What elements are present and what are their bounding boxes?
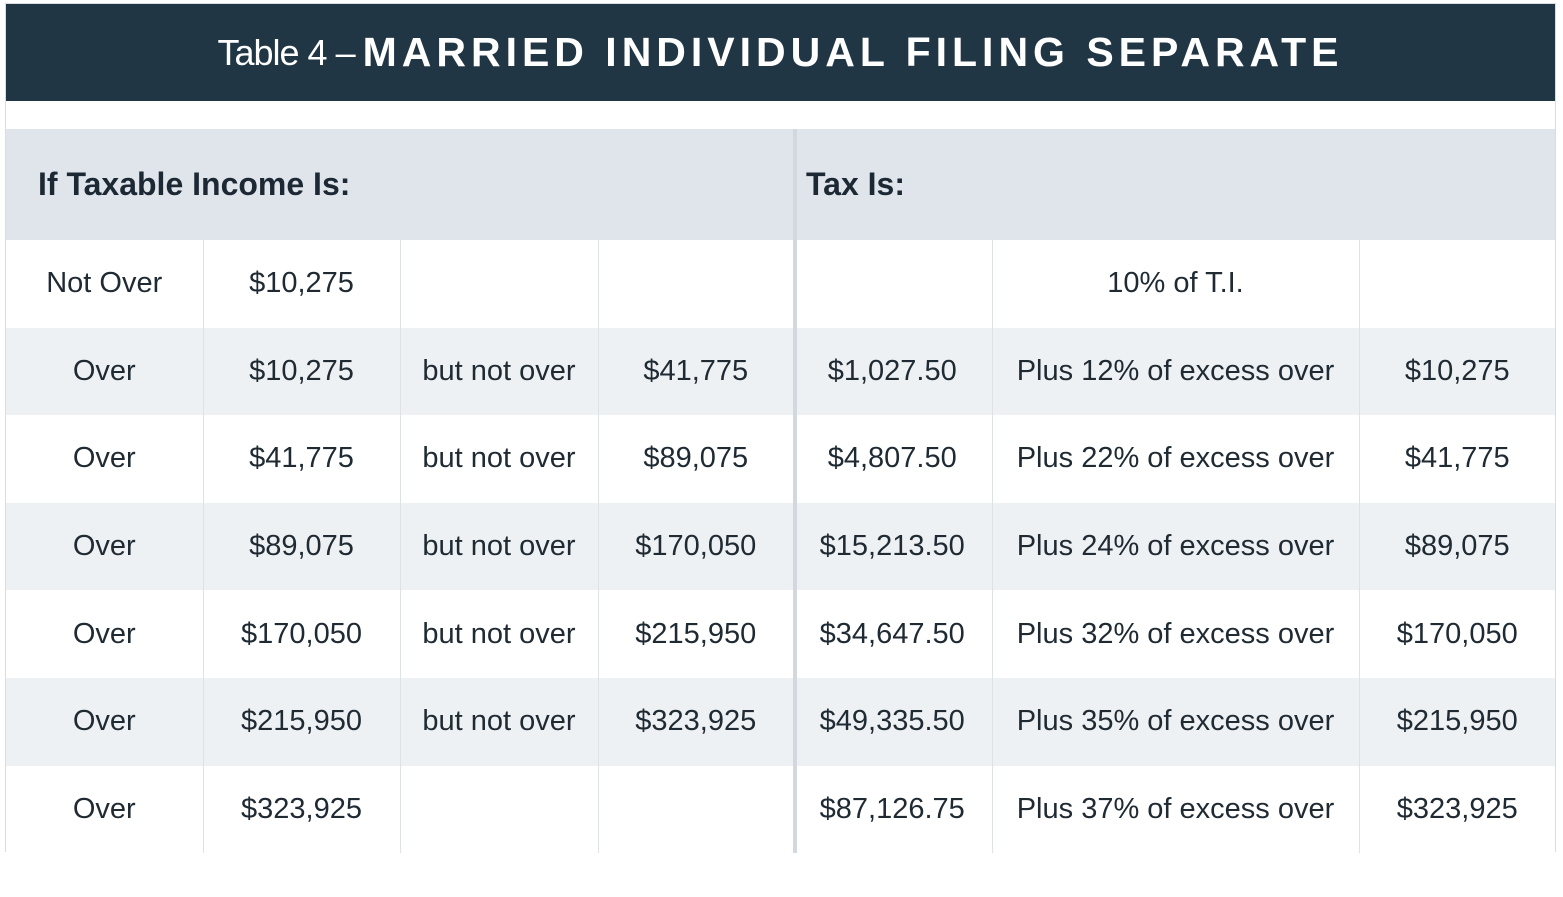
rate-cell: Plus 22% of excess over xyxy=(991,415,1359,503)
excess-over-cell: $170,050 xyxy=(1358,590,1555,678)
table-row: Over $10,275 but not over $41,775 $1,027… xyxy=(6,327,1555,416)
table-row: Over $170,050 but not over $215,950 $34,… xyxy=(6,590,1555,678)
rate-cell: 10% of T.I. xyxy=(991,240,1359,328)
base-tax-cell: $1,027.50 xyxy=(793,327,992,416)
base-tax-cell: $34,647.50 xyxy=(793,590,992,678)
excess-over-cell: $215,950 xyxy=(1358,677,1555,766)
income-upper-cell: $323,925 xyxy=(597,677,793,766)
column-header-band: If Taxable Income Is: Tax Is: xyxy=(6,129,1555,240)
rate-cell: Plus 32% of excess over xyxy=(991,590,1359,678)
table-row: Not Over $10,275 10% of T.I. xyxy=(6,240,1555,328)
base-tax-cell: $4,807.50 xyxy=(793,415,992,503)
income-lower-cell: $323,925 xyxy=(202,765,400,854)
excess-over-cell: $89,075 xyxy=(1358,502,1555,591)
connector-cell: but not over xyxy=(399,677,598,766)
income-lower-cell: $170,050 xyxy=(202,590,400,678)
condition-cell: Over xyxy=(6,415,203,503)
condition-cell: Over xyxy=(6,590,203,678)
income-lower-cell: $10,275 xyxy=(202,240,400,328)
table-row: Over $215,950 but not over $323,925 $49,… xyxy=(6,677,1555,766)
tax-table-card: Table 4 – MARRIED INDIVIDUAL FILING SEPA… xyxy=(5,3,1556,854)
tax-header: Tax Is: xyxy=(806,166,905,202)
base-tax-cell: $87,126.75 xyxy=(793,765,992,854)
base-tax-cell: $49,335.50 xyxy=(793,677,992,766)
condition-cell: Over xyxy=(6,502,203,591)
connector-cell: but not over xyxy=(399,415,598,503)
income-upper-cell: $89,075 xyxy=(597,415,793,503)
table-title: MARRIED INDIVIDUAL FILING SEPARATE xyxy=(362,29,1344,75)
rate-cell: Plus 35% of excess over xyxy=(991,677,1359,766)
income-upper-cell xyxy=(597,765,793,854)
excess-over-cell: $323,925 xyxy=(1358,765,1555,854)
connector-cell: but not over xyxy=(399,590,598,678)
excess-over-cell: $41,775 xyxy=(1358,415,1555,503)
income-lower-cell: $10,275 xyxy=(202,327,400,416)
income-lower-cell: $41,775 xyxy=(202,415,400,503)
connector-cell: but not over xyxy=(399,502,598,591)
condition-cell: Over xyxy=(6,765,203,854)
table-number: Table 4 – xyxy=(217,31,355,73)
excess-over-cell: $10,275 xyxy=(1358,327,1555,416)
condition-cell: Over xyxy=(6,327,203,416)
excess-over-cell xyxy=(1358,240,1555,328)
table-row: Over $89,075 but not over $170,050 $15,2… xyxy=(6,502,1555,591)
rate-cell: Plus 12% of excess over xyxy=(991,327,1359,416)
base-tax-cell: $15,213.50 xyxy=(793,502,992,591)
connector-cell xyxy=(399,240,598,328)
rate-cell: Plus 24% of excess over xyxy=(991,502,1359,591)
income-upper-cell xyxy=(597,240,793,328)
title-bar: Table 4 – MARRIED INDIVIDUAL FILING SEPA… xyxy=(6,4,1555,101)
income-upper-cell: $170,050 xyxy=(597,502,793,591)
income-lower-cell: $215,950 xyxy=(202,677,400,766)
connector-cell xyxy=(399,765,598,854)
connector-cell: but not over xyxy=(399,327,598,416)
rate-cell: Plus 37% of excess over xyxy=(991,765,1359,854)
section-divider xyxy=(793,129,797,853)
brackets-table: Not Over $10,275 10% of T.I. Over $10,27… xyxy=(6,240,1555,854)
income-lower-cell: $89,075 xyxy=(202,502,400,591)
condition-cell: Not Over xyxy=(6,240,203,328)
base-tax-cell xyxy=(793,240,992,328)
table-row: Over $41,775 but not over $89,075 $4,807… xyxy=(6,415,1555,503)
condition-cell: Over xyxy=(6,677,203,766)
table-row: Over $323,925 $87,126.75 Plus 37% of exc… xyxy=(6,765,1555,854)
income-upper-cell: $215,950 xyxy=(597,590,793,678)
taxable-income-header: If Taxable Income Is: xyxy=(38,166,351,202)
income-upper-cell: $41,775 xyxy=(597,327,793,416)
